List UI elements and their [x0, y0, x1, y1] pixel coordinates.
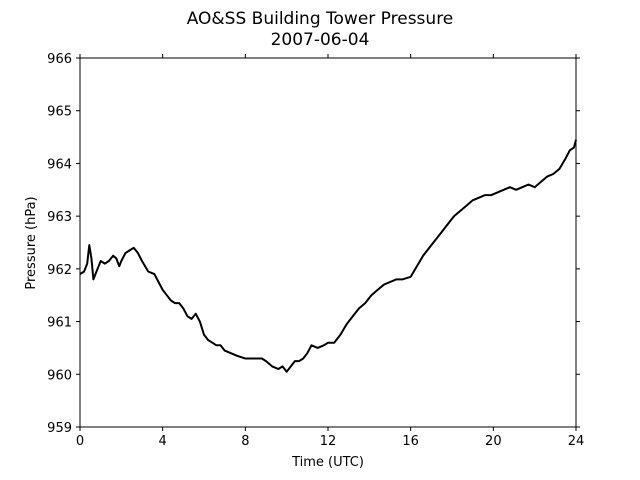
x-axis-label: Time (UTC) — [291, 455, 364, 470]
y-tick-label-0: 959 — [47, 421, 72, 436]
x-tick-label-6: 24 — [568, 434, 585, 449]
series-line-0 — [79, 139, 577, 373]
y-tick-label-6: 965 — [47, 105, 72, 120]
y-tick-label-1: 960 — [47, 368, 72, 383]
y-tick-label-3: 962 — [47, 263, 72, 278]
plot-frame — [79, 57, 577, 428]
y-tick-label-2: 961 — [47, 316, 72, 331]
chart-title: AO&SS Building Tower Pressure — [187, 9, 454, 29]
x-tick-label-1: 4 — [159, 434, 167, 449]
y-tick-label-4: 963 — [47, 210, 72, 225]
y-tick-label-5: 964 — [47, 157, 72, 172]
x-tick-label-5: 20 — [485, 434, 502, 449]
chart-subtitle: 2007-06-04 — [271, 30, 370, 50]
x-tick-label-4: 16 — [402, 434, 419, 449]
x-tick-label-0: 0 — [76, 434, 84, 449]
x-tick-label-2: 8 — [241, 434, 249, 449]
plot-area: 0 4 8 12 16 20 24 959 960 961 962 963 964 965 966 — [47, 52, 584, 449]
x-tick-label-3: 12 — [320, 434, 337, 449]
y-axis-label: Pressure (hPa) — [24, 196, 39, 289]
y-tick-label-7: 966 — [47, 52, 72, 67]
